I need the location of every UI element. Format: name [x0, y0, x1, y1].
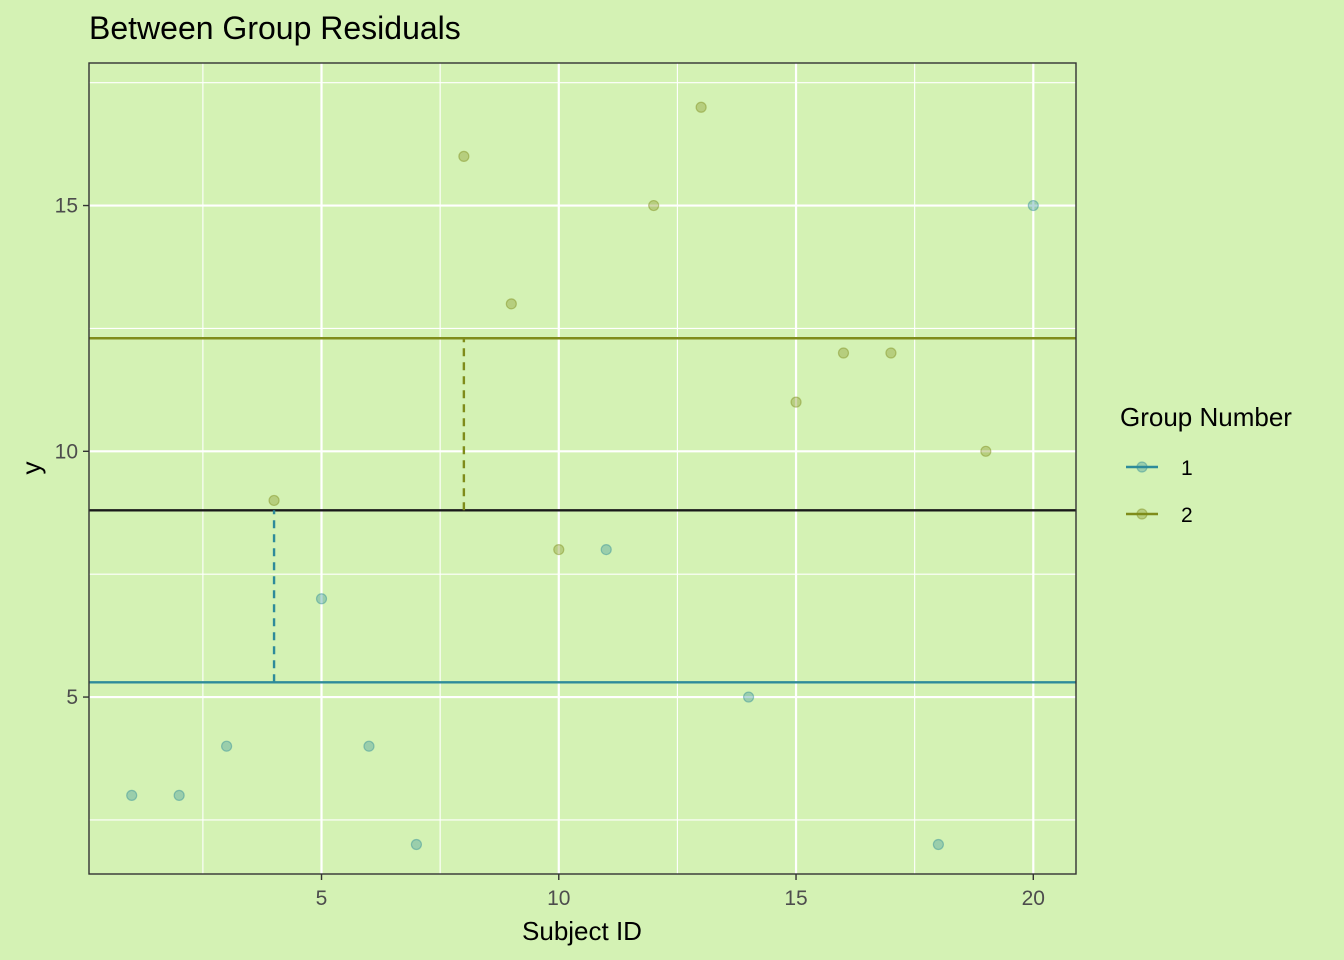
data-point-group-1 [363, 740, 375, 752]
legend-title: Group Number [1120, 402, 1292, 432]
x-axis-ticks: 5 10 15 20 [316, 874, 1045, 910]
data-point-group-1 [126, 789, 138, 801]
data-point-group-2 [980, 445, 992, 457]
legend: Group Number 1 2 [1120, 402, 1292, 527]
data-point-group-2 [695, 101, 707, 113]
data-point-group-2 [648, 199, 660, 212]
x-tick-label: 20 [1022, 887, 1045, 910]
y-axis-title: y [16, 462, 46, 475]
data-point-group-2 [268, 494, 280, 507]
data-point-group-2 [553, 543, 565, 556]
y-axis-ticks: 5 10 15 [55, 195, 89, 709]
data-point-group-1 [315, 593, 328, 605]
y-tick-label: 10 [55, 440, 78, 463]
x-axis-title: Subject ID [522, 916, 642, 946]
x-tick-label: 5 [316, 887, 328, 910]
reference-lines [89, 337, 1076, 684]
legend-label-2: 2 [1181, 504, 1193, 527]
legend-label-1: 1 [1181, 457, 1193, 480]
data-point-group-2 [885, 347, 897, 359]
data-point-group-1 [600, 543, 612, 556]
data-points [126, 101, 1039, 851]
y-tick-label: 5 [66, 686, 78, 709]
data-point-group-2 [505, 298, 517, 310]
data-point-group-1 [1027, 199, 1039, 212]
legend-key-point-2 [1136, 508, 1148, 520]
data-point-group-2 [790, 396, 802, 408]
residual-segments [272, 338, 466, 683]
data-point-group-1 [410, 838, 423, 851]
panel-border [88, 62, 1077, 875]
data-point-group-2 [837, 347, 850, 359]
legend-key-point-1 [1136, 461, 1148, 473]
x-tick-label: 15 [784, 887, 807, 910]
x-tick-label: 10 [547, 887, 570, 910]
chart-title: Between Group Residuals [89, 10, 461, 46]
grid-lines [89, 63, 1076, 874]
data-point-group-2 [458, 150, 470, 162]
y-tick-label: 15 [55, 195, 78, 218]
data-point-group-1 [221, 740, 233, 752]
data-point-group-1 [173, 789, 185, 801]
data-point-group-1 [932, 838, 944, 851]
data-point-group-1 [742, 691, 755, 703]
